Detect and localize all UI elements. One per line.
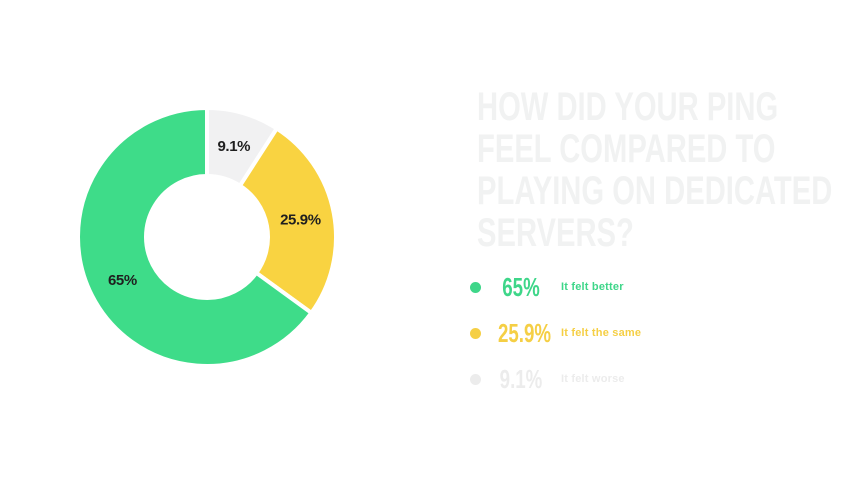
donut-chart: 9.1% 25.9% 65% bbox=[76, 106, 338, 368]
page-title: HOW DID YOUR PING FEEL COMPARED TO PLAYI… bbox=[477, 86, 832, 254]
legend-dot-icon bbox=[470, 373, 481, 385]
legend-item-felt-worse: 9.1% It felt worse bbox=[470, 363, 641, 394]
legend-item-felt-better: 65% It felt better bbox=[470, 271, 641, 302]
legend-label: It felt worse bbox=[561, 373, 625, 385]
legend-label: It felt the same bbox=[561, 327, 642, 339]
legend-item-felt-same: 25.9% It felt the same bbox=[470, 317, 642, 348]
slice-label: 25.9% bbox=[280, 211, 321, 228]
legend-label: It felt better bbox=[561, 281, 624, 293]
donut-slice-1 bbox=[238, 126, 338, 315]
legend-percent: 25.9% bbox=[497, 317, 552, 348]
legend-percent: 65% bbox=[502, 271, 540, 302]
legend-dot-icon bbox=[470, 327, 481, 339]
donut-slice-2 bbox=[76, 106, 314, 368]
legend-dot-icon bbox=[470, 281, 481, 293]
title-line: FEEL COMPARED TO bbox=[477, 127, 776, 171]
legend: 65% It felt better 25.9% It felt the sam… bbox=[470, 271, 642, 412]
slice-label: 9.1% bbox=[217, 138, 250, 155]
legend-percent: 9.1% bbox=[499, 363, 543, 394]
title-line: PLAYING ON DEDICATED bbox=[477, 169, 833, 213]
slice-label: 65% bbox=[108, 272, 137, 289]
title-line: HOW DID YOUR PING bbox=[477, 85, 779, 129]
title-line: SERVERS? bbox=[477, 211, 634, 255]
